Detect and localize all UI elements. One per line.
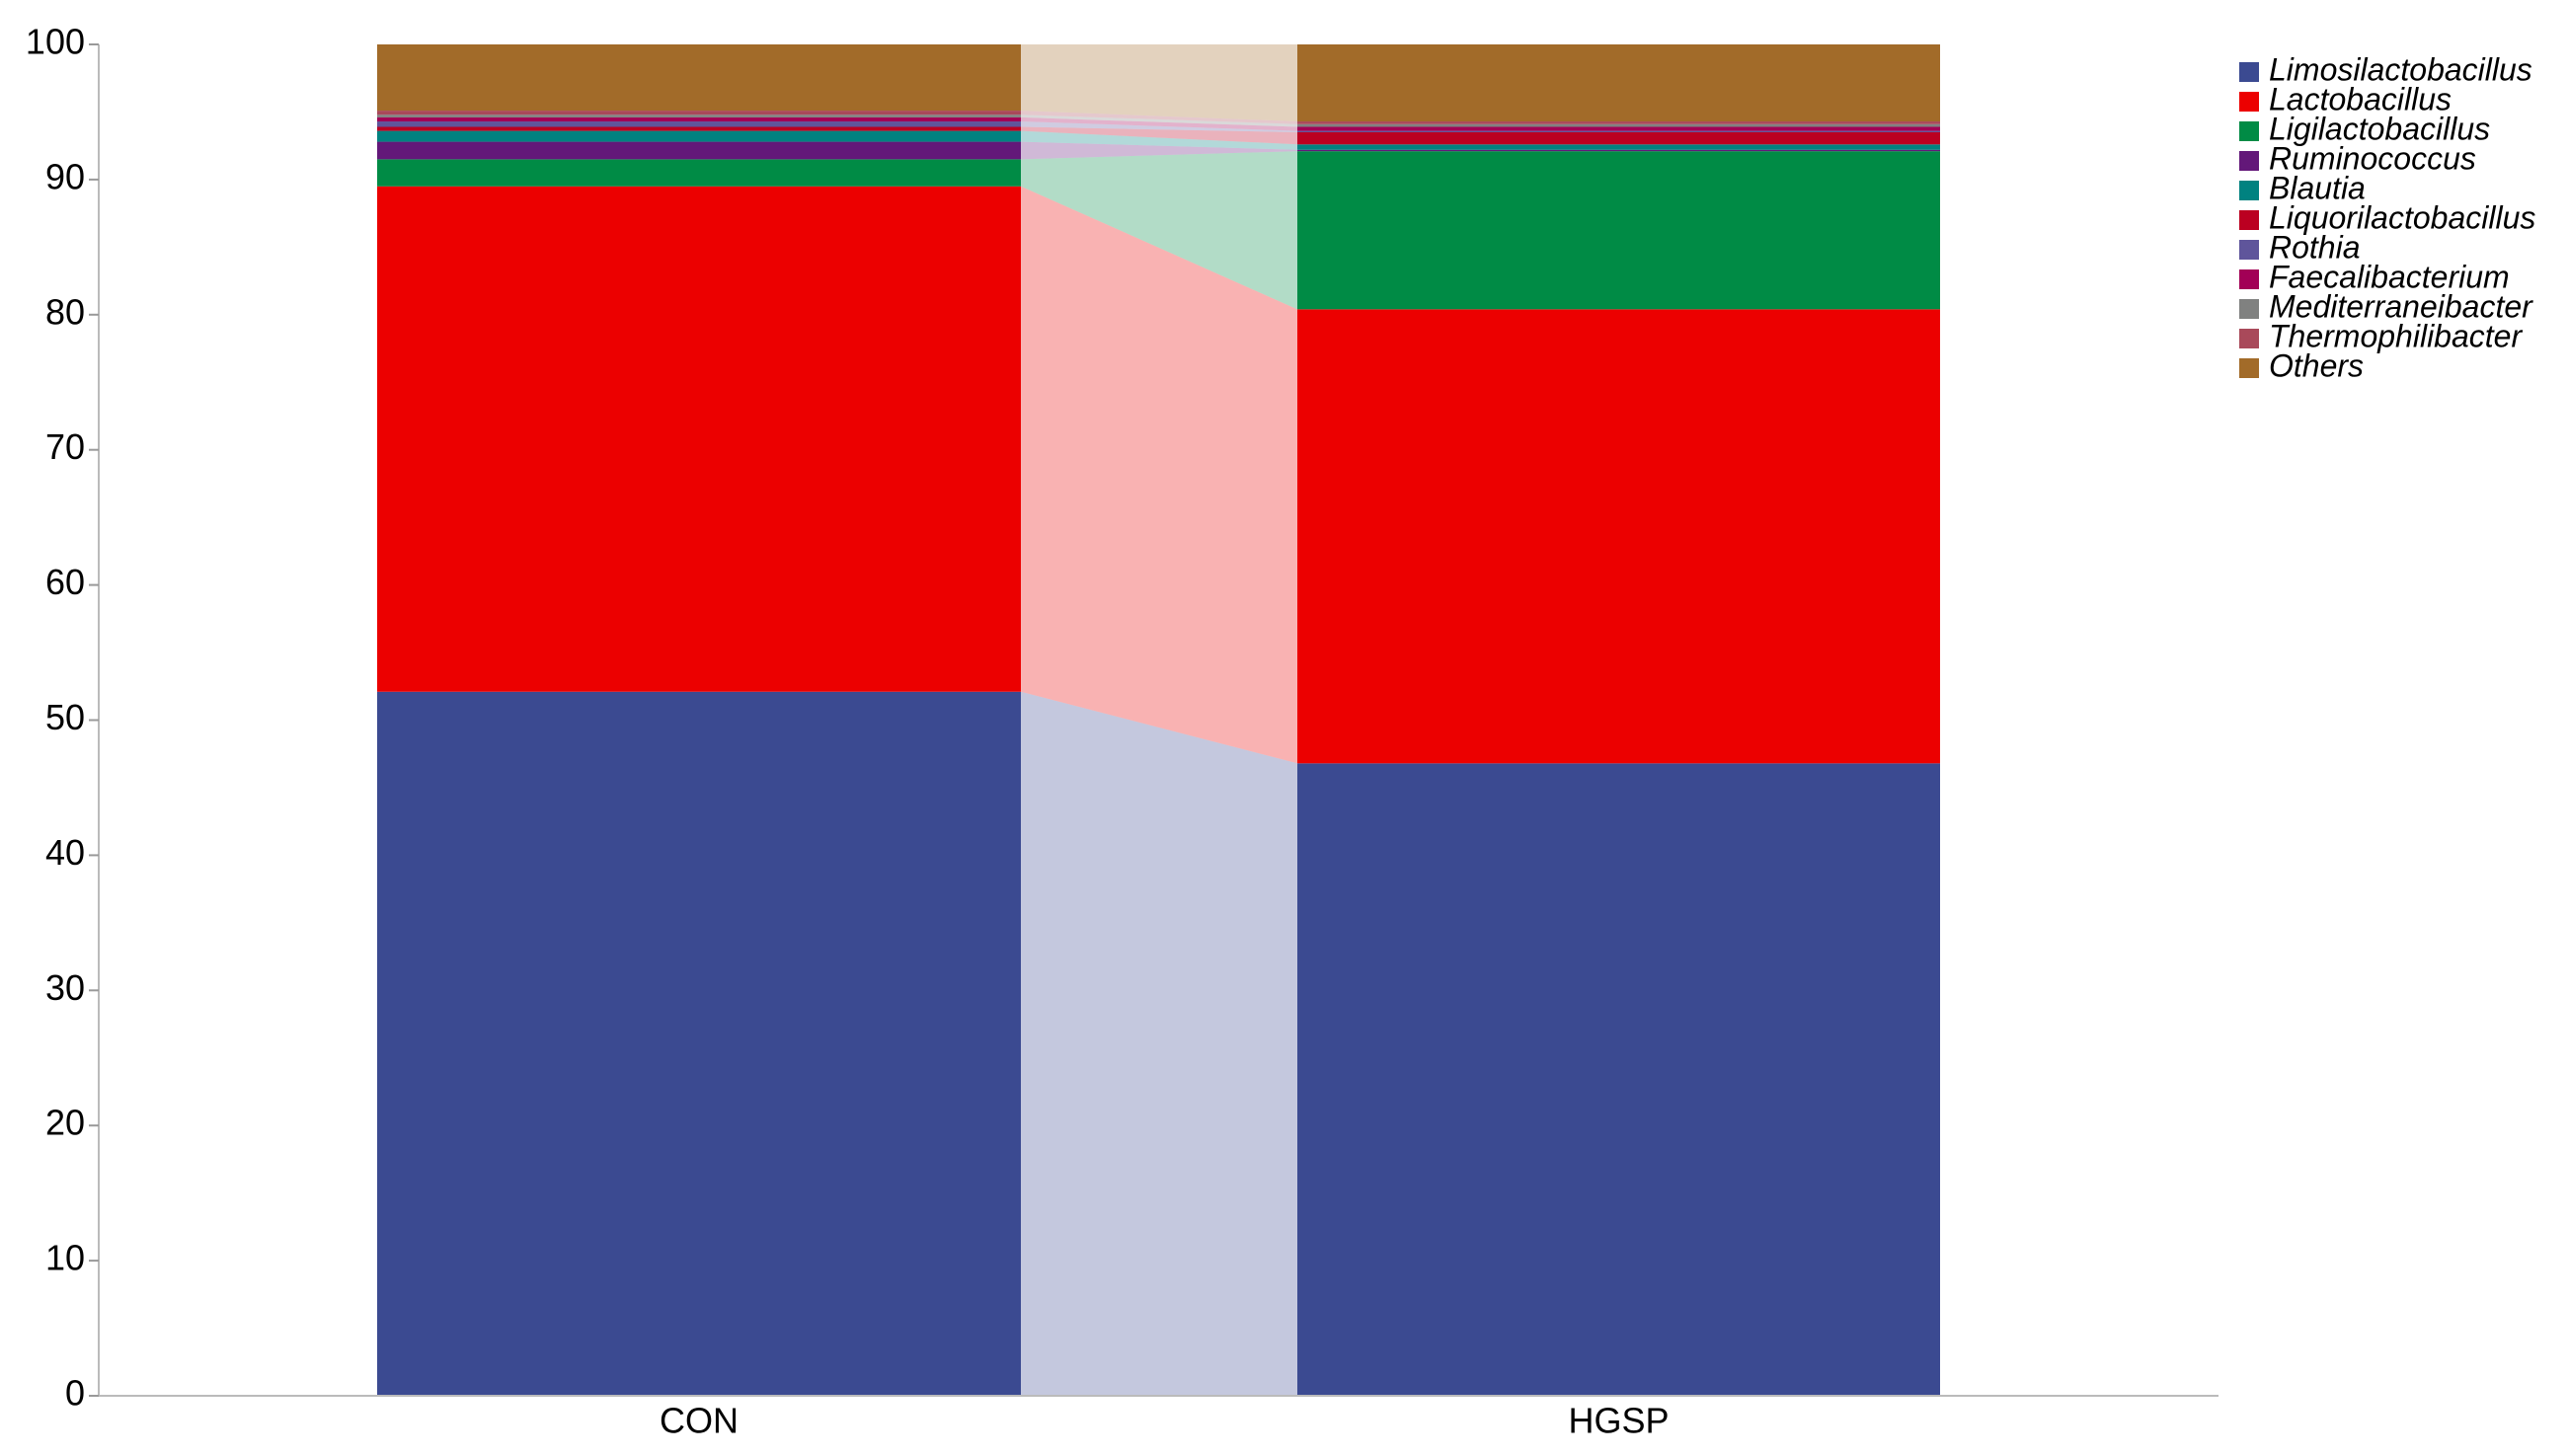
bar-segment	[377, 691, 1021, 1396]
legend-label: Lactobacillus	[2269, 81, 2452, 116]
y-tick-label: 60	[45, 562, 85, 602]
bar-segment	[377, 115, 1021, 117]
bar-segment	[1297, 123, 1940, 127]
x-tick-label: CON	[660, 1401, 739, 1441]
y-tick-label: 30	[45, 967, 85, 1008]
bar-segment	[1297, 763, 1940, 1396]
flow	[1021, 115, 1297, 127]
legend-label: Faecalibacterium	[2269, 259, 2510, 294]
legend-label: Ruminococcus	[2269, 140, 2476, 176]
x-tick-label: HGSP	[1568, 1401, 1669, 1441]
legend-swatch	[2239, 329, 2259, 348]
bar-segment	[377, 141, 1021, 160]
bar-segment	[1297, 131, 1940, 145]
flow	[1021, 111, 1297, 124]
flow	[1021, 116, 1297, 131]
legend-label: Mediterraneibacter	[2269, 288, 2533, 324]
bar-segment	[1297, 144, 1940, 150]
y-tick-label: 20	[45, 1103, 85, 1143]
flow	[1021, 44, 1297, 122]
flow	[1021, 151, 1297, 310]
y-tick-label: 100	[26, 22, 85, 62]
legend-swatch	[2239, 240, 2259, 260]
legend-swatch	[2239, 92, 2259, 112]
bar-segment	[1297, 151, 1940, 310]
flow	[1021, 126, 1297, 145]
y-tick-label: 40	[45, 832, 85, 873]
bar-segment	[377, 111, 1021, 115]
flow	[1021, 130, 1297, 150]
y-tick-label: 50	[45, 697, 85, 737]
legend-label: Limosilactobacillus	[2269, 51, 2532, 87]
y-tick-label: 70	[45, 426, 85, 467]
legend-swatch	[2239, 269, 2259, 289]
flow	[1021, 186, 1297, 764]
legend-swatch	[2239, 181, 2259, 200]
bar-segment	[377, 186, 1021, 692]
y-tick-label: 90	[45, 156, 85, 196]
legend-label: Others	[2269, 347, 2364, 383]
flow	[1021, 141, 1297, 160]
bar-segment	[1297, 130, 1940, 132]
bar-segment	[377, 159, 1021, 187]
bar-segment	[1297, 44, 1940, 122]
y-tick-label: 0	[65, 1373, 85, 1414]
legend-swatch	[2239, 210, 2259, 230]
y-tick-label: 80	[45, 291, 85, 332]
bar-segment	[377, 126, 1021, 131]
legend-label: Liquorilactobacillus	[2269, 199, 2535, 235]
bar-segment	[377, 130, 1021, 142]
legend-label: Blautia	[2269, 170, 2366, 205]
bar-segment	[1297, 126, 1940, 131]
flow	[1021, 691, 1297, 1396]
legend-swatch	[2239, 151, 2259, 171]
bar-segment	[377, 116, 1021, 122]
bar-segment	[1297, 309, 1940, 764]
legend-label: Thermophilibacter	[2269, 318, 2523, 353]
legend-swatch	[2239, 299, 2259, 319]
legend-swatch	[2239, 358, 2259, 378]
bar-segment	[377, 121, 1021, 127]
bar-segment	[1297, 149, 1940, 152]
flow	[1021, 121, 1297, 132]
legend-label: Rothia	[2269, 229, 2361, 265]
y-tick-label: 10	[45, 1238, 85, 1278]
bar-segment	[377, 44, 1021, 112]
legend-label: Ligilactobacillus	[2269, 111, 2490, 146]
bar-segment	[1297, 121, 1940, 124]
legend-swatch	[2239, 121, 2259, 141]
legend-swatch	[2239, 62, 2259, 82]
